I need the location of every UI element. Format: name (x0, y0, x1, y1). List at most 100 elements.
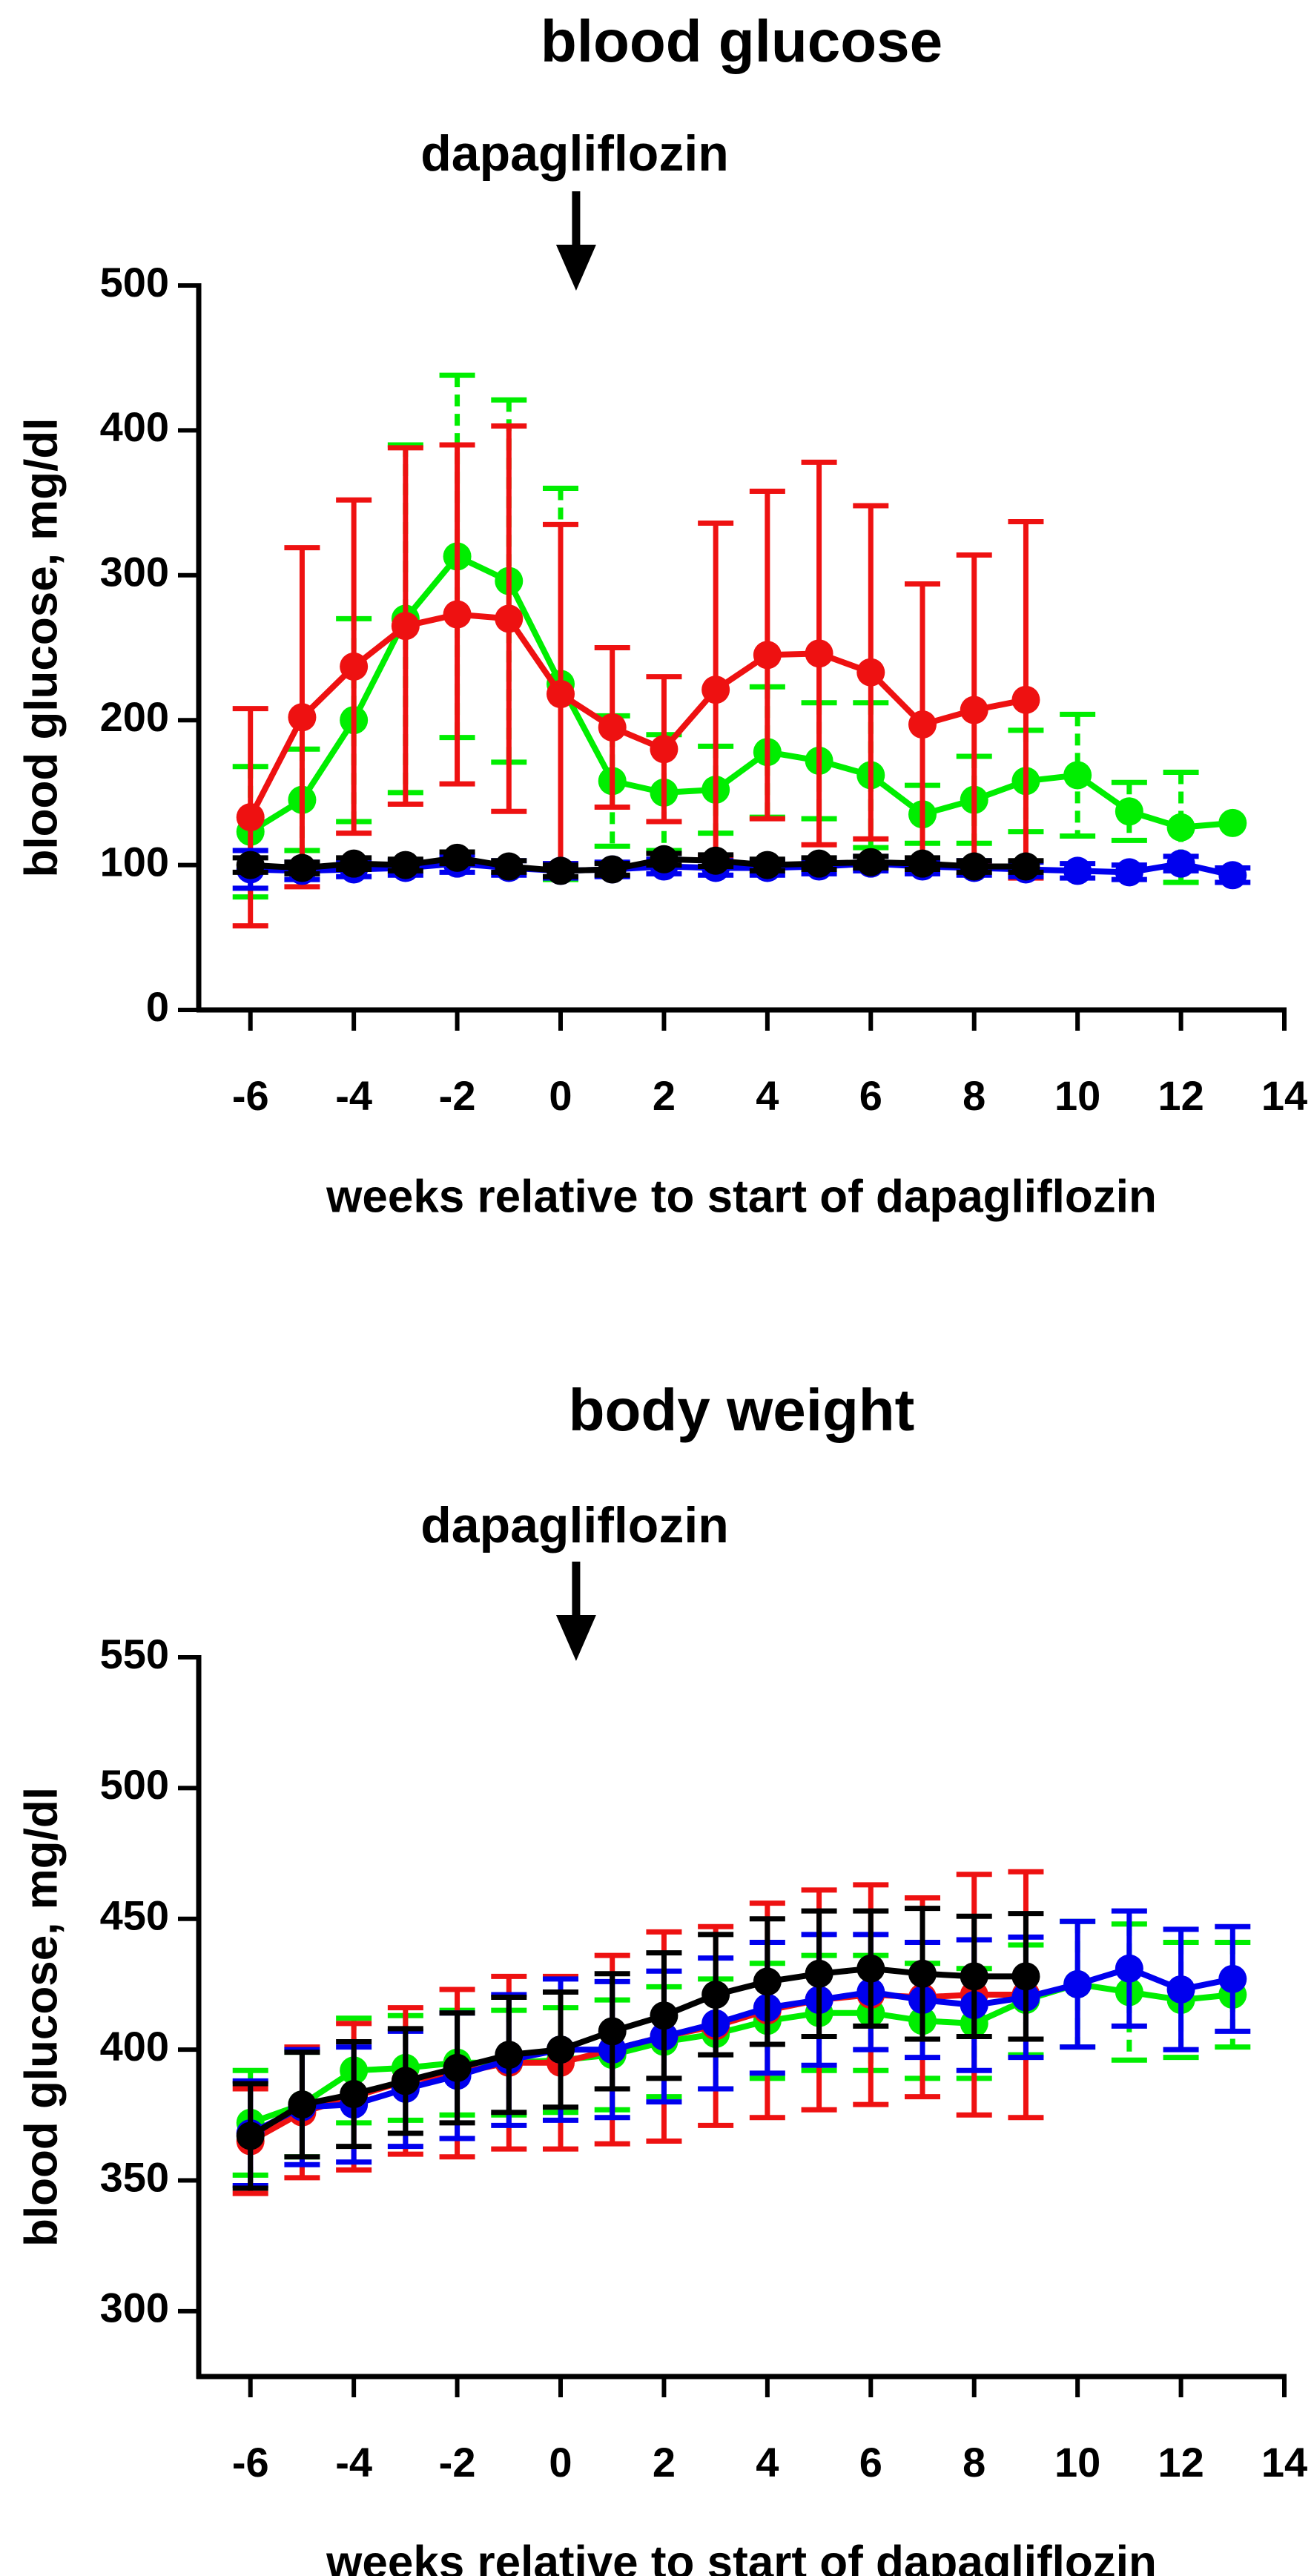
data-point (236, 2121, 265, 2150)
data-point (598, 2017, 627, 2046)
data-point (288, 703, 317, 732)
x-tick-label: -6 (232, 2439, 269, 2486)
data-point (753, 851, 782, 879)
data-point (443, 843, 472, 872)
data-point (495, 2041, 524, 2070)
x-tick-label: 8 (963, 1072, 986, 1119)
x-tick-label: -6 (232, 1072, 269, 1119)
x-tick-label: -2 (439, 2439, 476, 2486)
data-point (1218, 861, 1247, 890)
data-point (805, 1959, 833, 1988)
series-line (249, 1981, 1233, 2126)
x-axis-label: weeks relative to start of dapagliflozin (326, 1171, 1157, 1222)
x-tick-label: 12 (1158, 1072, 1204, 1119)
data-point (701, 1981, 730, 2009)
data-point (1063, 856, 1092, 885)
x-axis-label: weeks relative to start of dapagliflozin (326, 2537, 1157, 2576)
data-point (391, 612, 420, 641)
y-tick-label: 400 (100, 2023, 169, 2070)
x-tick-label: 6 (859, 2439, 882, 2486)
data-point (753, 1967, 782, 1996)
data-point (856, 658, 885, 687)
data-point (598, 713, 627, 742)
x-tick-label: 2 (653, 1072, 676, 1119)
plot-area (232, 372, 1251, 929)
x-tick-label: 0 (549, 1072, 572, 1119)
x-tick-label: 14 (1261, 2439, 1307, 2486)
x-tick-label: 4 (756, 1072, 779, 1119)
x-tick-label: -4 (335, 1072, 372, 1119)
data-point (1166, 813, 1195, 842)
series-black (232, 843, 1044, 885)
data-point (288, 853, 317, 882)
data-point (960, 1962, 988, 1991)
data-point (288, 2090, 317, 2119)
x-tick-label: 2 (653, 2439, 676, 2486)
annotation-label: dapagliflozin (420, 125, 729, 182)
data-point (340, 849, 369, 878)
annotation-label: dapagliflozin (420, 1497, 729, 1553)
data-point (650, 2001, 679, 2030)
x-tick-label: 12 (1158, 2439, 1204, 2486)
x-tick-label: 14 (1261, 1072, 1307, 1119)
y-tick-label: 300 (100, 549, 169, 595)
chart-title: blood glucose (541, 8, 942, 74)
data-point (960, 852, 988, 881)
data-point (547, 856, 575, 885)
annotation-arrow-head (555, 1615, 596, 1661)
x-tick-label: 8 (963, 2439, 986, 2486)
data-point (1166, 1975, 1195, 2004)
y-tick-label: 400 (100, 403, 169, 450)
data-point (598, 855, 627, 884)
series-line (248, 1965, 1026, 2139)
data-point (701, 846, 730, 875)
data-point (236, 851, 265, 879)
data-point (391, 851, 420, 879)
series-line (248, 611, 1027, 819)
chart-1: blood glucose dapagliflozin 0 100 200 300 400 5… (16, 8, 1307, 1222)
data-point (495, 852, 524, 881)
data-point (701, 676, 730, 704)
x-tick-label: 0 (549, 2439, 572, 2486)
data-point (908, 710, 937, 739)
chart-2: body weight dapagliflozin 300 350 400 450 500 5… (16, 1377, 1307, 2576)
data-point (1063, 761, 1092, 790)
data-point (1063, 1969, 1092, 1998)
series-green (232, 1918, 1251, 2178)
data-point (908, 849, 937, 878)
data-point (340, 2080, 369, 2109)
data-point (960, 696, 988, 724)
y-tick-label: 200 (100, 693, 169, 740)
y-tick-label: 500 (100, 259, 169, 306)
data-point (856, 848, 885, 876)
series-blue (232, 1908, 1251, 2189)
x-tick-label: 6 (859, 1072, 882, 1119)
data-point (547, 2035, 575, 2064)
data-point (1011, 685, 1040, 714)
data-point (650, 845, 679, 873)
data-point (547, 680, 575, 709)
data-point (443, 600, 472, 629)
y-tick-label: 100 (100, 838, 169, 885)
data-point (856, 1954, 885, 1983)
data-point (495, 604, 524, 633)
data-point (1011, 852, 1040, 881)
data-point (443, 2053, 472, 2082)
series-black (232, 1906, 1044, 2191)
x-tick-label: -4 (335, 2439, 372, 2486)
data-point (753, 641, 782, 670)
plot-area (232, 1869, 1251, 2196)
data-point (805, 639, 833, 668)
y-tick-label: 0 (146, 983, 169, 1030)
data-point (1115, 797, 1143, 826)
annotation-arrow-head (555, 245, 596, 291)
data-point (1115, 858, 1143, 887)
series-red (232, 423, 1044, 929)
series-green (232, 372, 1247, 900)
data-point (650, 735, 679, 764)
y-axis-label: blood glucose, mg/dl (16, 1787, 67, 2247)
data-point (391, 2067, 420, 2096)
y-tick-label: 350 (100, 2153, 169, 2200)
chart-title: body weight (569, 1377, 915, 1443)
